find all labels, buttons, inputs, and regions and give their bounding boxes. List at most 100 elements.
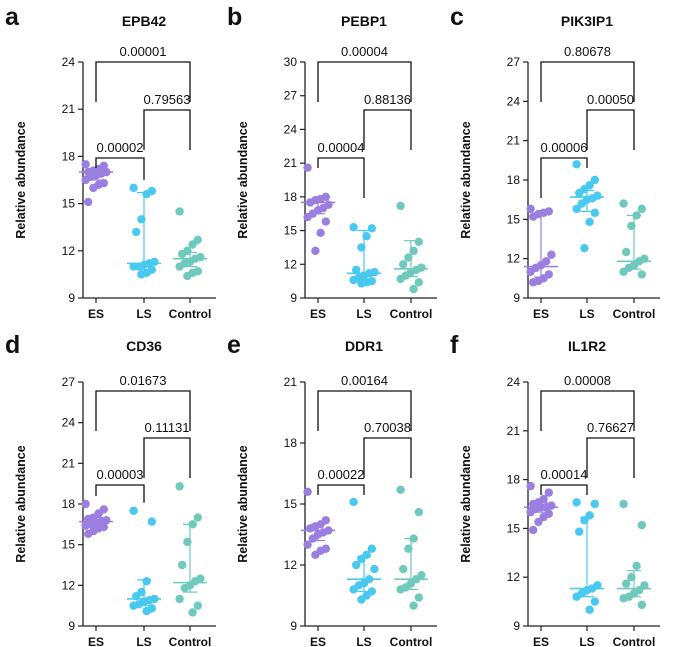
x-tick-label-control: Control: [390, 307, 433, 321]
data-point-control: [637, 204, 646, 214]
y-tick-label: 12: [507, 570, 521, 584]
data-point-es: [81, 160, 90, 169]
p-value-label: 0.00014: [541, 467, 588, 482]
chart-panel-a: a EPB42 Relative abundance 9 12 15 18 21 24 ES LS C…: [5, 3, 216, 321]
data-point-es: [529, 212, 538, 221]
data-point-control: [178, 249, 187, 259]
data-point-control: [619, 199, 628, 208]
y-tick-label: 21: [62, 456, 76, 470]
data-point-ls: [349, 223, 358, 232]
data-point-es: [547, 250, 556, 259]
significance-bracket: [95, 157, 145, 180]
y-axis-label-e: Relative abundance: [236, 445, 250, 562]
significance-bracket: [540, 61, 635, 102]
y-tick-label: 12: [284, 257, 298, 271]
panel-letter-c: c: [450, 3, 464, 31]
panel-letter-a: a: [5, 3, 20, 31]
data-point-control: [622, 247, 631, 257]
data-point-ls: [349, 497, 358, 507]
significance-bracket: [363, 109, 412, 150]
data-point-control: [414, 237, 423, 247]
data-point-ls: [142, 606, 151, 616]
data-point-es: [81, 521, 90, 530]
data-point-control: [409, 284, 418, 294]
p-value-label: 0.00002: [97, 140, 144, 155]
data-point-ls: [129, 183, 138, 193]
data-point-ls: [349, 275, 358, 285]
data-point-es: [544, 488, 553, 497]
data-point-control: [399, 260, 408, 269]
significance-bracket: [317, 484, 365, 495]
x-tick-label-ls: LS: [356, 635, 371, 647]
x-tick-label-ls: LS: [356, 307, 371, 321]
data-point-ls: [147, 517, 156, 526]
data-point-es: [306, 524, 315, 533]
y-tick-label: 12: [62, 578, 76, 592]
data-point-control: [637, 520, 646, 530]
significance-bracket: [540, 390, 635, 431]
significance-bracket: [540, 157, 588, 198]
data-point-control: [414, 593, 423, 602]
p-value-label: 0.00164: [341, 373, 388, 388]
data-point-ls: [590, 208, 599, 217]
data-point-control: [396, 201, 405, 211]
data-point-ls: [357, 279, 366, 288]
chart-panel-d: d CD36 Relative abundance 9 12 15 18 21 24 27 ES LS…: [5, 331, 216, 647]
x-tick-label-es: ES: [310, 635, 326, 647]
data-point-control: [396, 585, 405, 594]
data-point-ls: [129, 601, 138, 610]
data-point-es: [81, 175, 90, 185]
y-tick-label: 21: [507, 424, 521, 438]
data-point-es: [526, 267, 535, 276]
data-point-control: [193, 513, 202, 522]
p-value-label: 0.70038: [364, 420, 411, 435]
y-tick-label: 15: [284, 224, 298, 238]
chart-title-b: PEBP1: [341, 13, 387, 29]
y-tick-label: 24: [507, 94, 521, 108]
data-point-control: [175, 594, 184, 604]
data-point-control: [188, 608, 197, 617]
data-point-control: [396, 274, 405, 284]
significance-bracket: [317, 61, 412, 102]
y-tick-label: 9: [290, 619, 297, 633]
data-point-control: [619, 594, 628, 603]
data-point-ls: [349, 585, 358, 594]
y-tick-label: 21: [284, 375, 298, 389]
x-tick-label-es: ES: [88, 635, 104, 647]
data-point-es: [529, 278, 538, 287]
panel-letter-d: d: [5, 331, 20, 359]
data-point-ls: [590, 597, 599, 606]
x-tick-label-es: ES: [310, 307, 326, 321]
data-point-ls: [132, 227, 141, 237]
y-tick-label: 27: [507, 55, 521, 69]
chart-title-d: CD36: [126, 338, 162, 354]
y-tick-label: 24: [284, 122, 298, 136]
data-point-ls: [370, 564, 379, 574]
data-point-control: [183, 271, 192, 281]
significance-bracket: [317, 390, 412, 431]
panel-letter-b: b: [227, 3, 242, 31]
x-tick-label-ls: LS: [579, 635, 594, 647]
data-point-es: [321, 217, 330, 226]
chart-panel-c: c PIK3IP1 Relative abundance 9 12 15 18 21 24 27 E…: [450, 3, 660, 321]
p-value-label: 0.00003: [97, 467, 144, 482]
panel-letter-f: f: [450, 331, 459, 359]
y-tick-label: 9: [290, 291, 297, 305]
chart-title-f: IL1R2: [568, 338, 606, 354]
significance-bracket: [95, 390, 191, 431]
data-point-es: [303, 212, 312, 222]
x-tick-label-ls: LS: [579, 307, 594, 321]
data-point-control: [637, 270, 646, 279]
y-tick-label: 24: [62, 416, 76, 430]
p-value-label: 0.00050: [587, 92, 634, 107]
data-point-control: [637, 600, 646, 610]
panel-letter-e: e: [227, 331, 241, 359]
y-tick-label: 15: [507, 521, 521, 535]
x-tick-label-control: Control: [613, 635, 656, 647]
data-point-ls: [575, 527, 584, 536]
data-point-control: [175, 207, 184, 216]
data-point-ls: [352, 560, 361, 570]
data-point-es: [81, 499, 90, 509]
significance-bracket: [95, 484, 145, 503]
y-axis-label-b: Relative abundance: [236, 121, 250, 238]
